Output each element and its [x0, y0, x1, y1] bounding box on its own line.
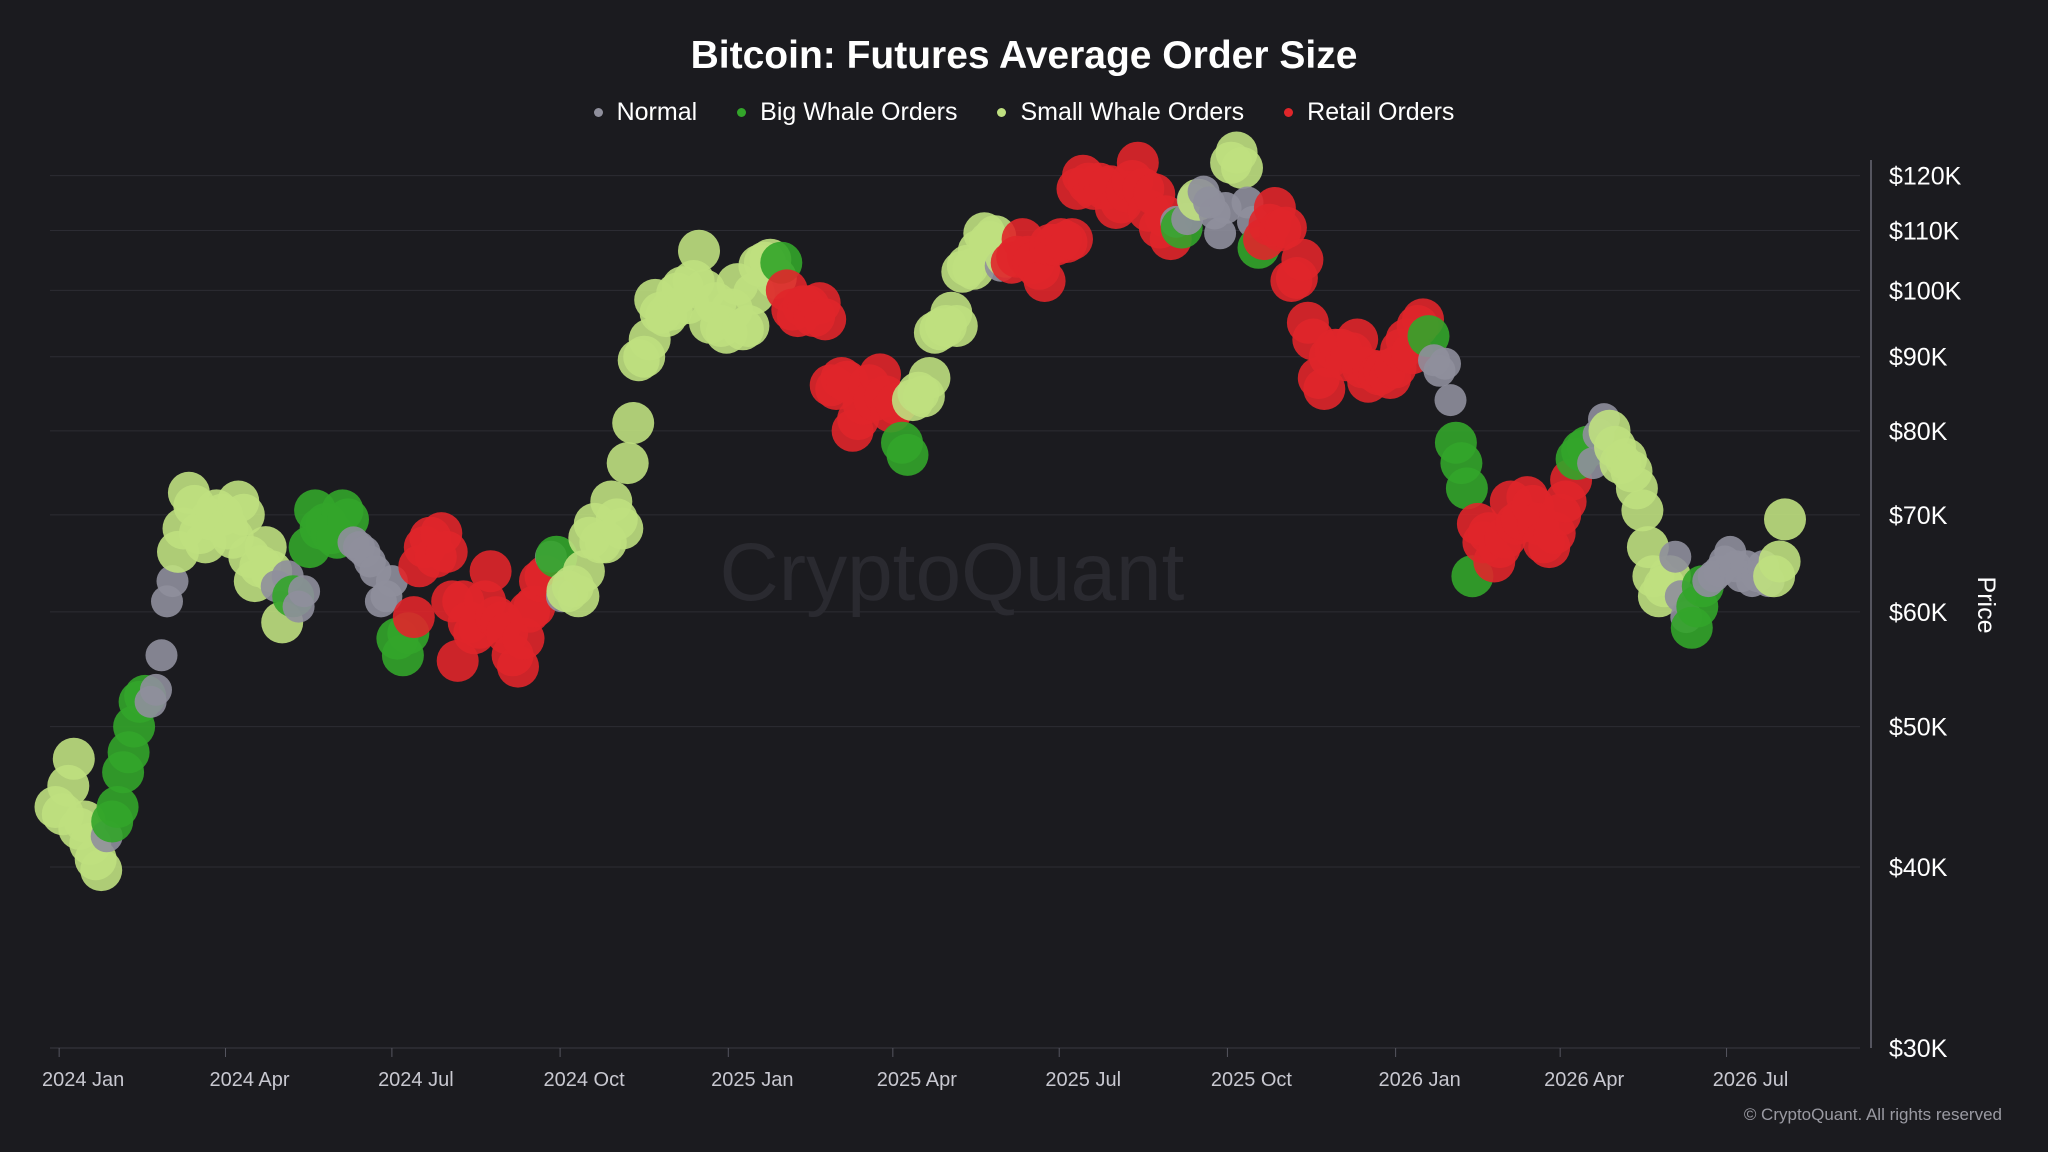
legend-item-retail[interactable]: Retail Orders	[1284, 98, 1454, 127]
y-tick-label: $110K	[1889, 217, 1960, 245]
y-tick-label: $80K	[1889, 418, 1948, 446]
data-point-small-whale	[222, 493, 265, 536]
data-point-big-whale	[1445, 467, 1488, 510]
x-tick-label: 2026 Jul	[1713, 1069, 1789, 1091]
data-point-normal	[1204, 217, 1237, 250]
points-layer	[34, 131, 1806, 892]
legend-marker-small-whale	[997, 108, 1007, 117]
x-tick-label: 2024 Apr	[209, 1069, 289, 1091]
data-point-small-whale	[80, 849, 123, 892]
copyright-notice: © CryptoQuant. All rights reserved	[1743, 1105, 2002, 1124]
data-point-small-whale	[727, 305, 770, 347]
y-axis-title: Price	[1972, 577, 2000, 634]
x-tick-label: 2026 Jan	[1378, 1069, 1460, 1091]
y-tick-label: $60K	[1889, 599, 1948, 627]
data-point-normal	[1429, 347, 1461, 380]
legend-label-big-whale: Big Whale Orders	[760, 98, 958, 126]
y-tick-label: $70K	[1889, 502, 1948, 530]
data-point-small-whale	[612, 402, 655, 444]
data-point-small-whale	[678, 229, 720, 272]
data-point-small-whale	[1221, 146, 1263, 189]
data-point-retail	[469, 550, 512, 593]
y-tick-label: $30K	[1889, 1035, 1948, 1063]
data-point-normal	[1659, 540, 1692, 573]
data-point-retail	[1303, 368, 1346, 410]
data-point-small-whale	[908, 357, 951, 399]
data-point-retail	[392, 596, 435, 639]
data-point-big-whale	[96, 786, 139, 828]
y-tick-label: $50K	[1889, 714, 1948, 742]
data-point-retail	[1281, 238, 1324, 281]
data-point-small-whale	[606, 442, 649, 485]
x-tick-label: 2024 Jul	[378, 1069, 454, 1091]
data-point-small-whale	[52, 737, 95, 780]
y-tick-label: $90K	[1889, 344, 1948, 372]
x-tick-label: 2025 Jan	[711, 1069, 793, 1091]
x-tick-label: 2024 Oct	[544, 1069, 626, 1091]
legend-item-normal[interactable]: Normal	[593, 98, 698, 127]
data-point-normal	[1434, 384, 1467, 417]
x-tick-label: 2025 Oct	[1211, 1069, 1293, 1091]
data-point-retail	[1264, 206, 1307, 249]
axis-layer: $30K $40K $50K $60K $70K $80K $90K $100K $110K $1…	[42, 160, 2000, 1091]
legend-marker-big-whale	[737, 108, 747, 117]
y-tick-label: $120K	[1889, 163, 1962, 191]
x-tick-label: 2025 Jul	[1045, 1069, 1121, 1091]
data-point-small-whale	[935, 305, 978, 347]
data-point-small-whale	[601, 507, 644, 550]
legend-label-retail: Retail Orders	[1307, 98, 1455, 126]
data-point-retail	[1023, 260, 1066, 302]
legend-item-small-whale[interactable]: Small Whale Orders	[997, 98, 1244, 127]
data-point-retail	[804, 298, 847, 341]
legend-marker-retail	[1284, 108, 1294, 117]
watermark: CryptoQuant	[720, 527, 1185, 618]
legend-marker-normal	[593, 108, 603, 117]
data-point-small-whale	[1621, 489, 1664, 532]
legend-item-big-whale[interactable]: Big Whale Orders	[737, 98, 957, 127]
chart-title: Bitcoin: Futures Average Order Size	[690, 34, 1358, 77]
y-tick-label: $100K	[1889, 277, 1962, 305]
data-point-small-whale	[1764, 498, 1806, 541]
legend-label-normal: Normal	[616, 98, 698, 126]
legend: Normal Big Whale Orders Small Whale Orde…	[0, 98, 2048, 127]
data-point-normal	[140, 673, 172, 706]
legend-label-small-whale: Small Whale Orders	[1020, 98, 1245, 126]
x-tick-label: 2025 Apr	[877, 1069, 957, 1091]
data-point-normal	[288, 575, 321, 608]
data-point-small-whale	[1758, 540, 1801, 583]
x-tick-label: 2026 Apr	[1544, 1069, 1624, 1091]
x-tick-label: 2024 Jan	[42, 1069, 124, 1091]
data-point-normal	[145, 639, 178, 672]
data-point-normal	[156, 565, 189, 598]
data-point-retail	[425, 530, 468, 573]
data-point-big-whale	[886, 433, 929, 476]
y-tick-label: $40K	[1889, 854, 1948, 882]
data-point-retail	[1051, 218, 1093, 261]
